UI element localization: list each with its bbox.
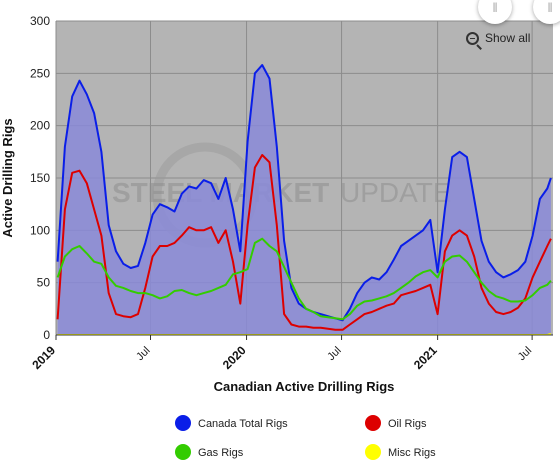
oil-rigs-line [56, 154, 552, 331]
x-axis-title: Canadian Active Drilling Rigs [214, 379, 395, 394]
legend-label: Canada Total Rigs [198, 418, 288, 430]
y-tick-label: 300 [30, 14, 50, 28]
legend-marker [175, 415, 191, 431]
legend-marker [365, 415, 381, 431]
legend-item-oil-rigs[interactable]: Oil Rigs [365, 415, 427, 431]
grip-icon: ‖ [492, 0, 498, 15]
legend-item-canada-total-rigs[interactable]: Canada Total Rigs [175, 415, 288, 431]
legend-marker [365, 444, 381, 460]
y-tick-label: 150 [30, 171, 50, 185]
y-axis-title: Active Drilling Rigs [0, 118, 15, 237]
grip-icon: ‖ [547, 0, 553, 15]
watermark-light-text: UPDATE [340, 177, 452, 208]
x-tick-label: 2020 [220, 343, 249, 372]
x-tick-label: Jul [134, 345, 152, 363]
y-tick-label: 100 [30, 223, 50, 237]
x-axis-ticks: 2019 Jul 2020 Jul 2021 Jul [29, 335, 534, 372]
gas-rigs-line [56, 237, 552, 321]
legend-label: Misc Rigs [388, 447, 436, 459]
y-axis-ticks: 0 50 100 150 200 250 300 [30, 14, 50, 342]
y-tick-label: 200 [30, 119, 50, 133]
x-tick-label: 2021 [411, 343, 440, 372]
legend-label: Gas Rigs [198, 447, 244, 459]
legend-label: Oil Rigs [388, 418, 427, 430]
legend-marker [175, 444, 191, 460]
canada-total-rigs-area [57, 65, 551, 335]
y-tick-label: 250 [30, 66, 50, 80]
zoom-out-icon [466, 31, 479, 45]
x-tick-label: Jul [325, 345, 343, 363]
legend-item-gas-rigs[interactable]: Gas Rigs [175, 444, 244, 460]
legend: Canada Total Rigs Oil Rigs Gas Rigs Misc Ri… [175, 415, 436, 460]
show-all-button[interactable]: Show all [466, 28, 530, 48]
y-tick-label: 0 [43, 328, 50, 342]
series-layer [56, 64, 552, 335]
y-tick-label: 50 [37, 276, 51, 290]
show-all-label: Show all [485, 31, 531, 45]
x-tick-label: Jul [516, 345, 534, 363]
legend-item-misc-rigs[interactable]: Misc Rigs [365, 444, 436, 460]
x-tick-label: 2019 [29, 343, 58, 372]
